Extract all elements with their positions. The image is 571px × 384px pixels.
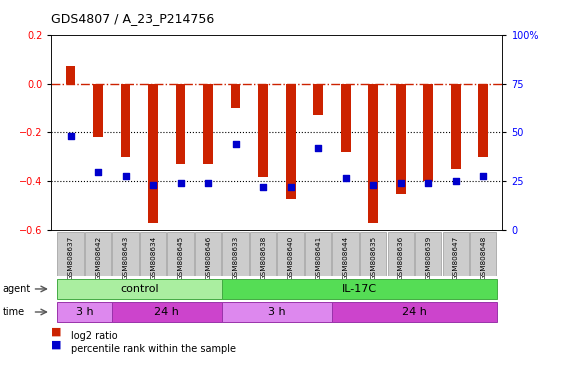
FancyBboxPatch shape	[140, 232, 166, 276]
Point	[259, 184, 268, 190]
Text: 3 h: 3 h	[268, 307, 286, 317]
FancyBboxPatch shape	[415, 232, 441, 276]
Bar	[93, 84, 103, 137]
Point	[451, 178, 460, 185]
FancyBboxPatch shape	[223, 232, 249, 276]
Text: GSM808645: GSM808645	[178, 235, 184, 280]
Bar	[231, 84, 240, 108]
Bar	[286, 84, 296, 199]
Text: GSM808640: GSM808640	[288, 235, 293, 280]
FancyBboxPatch shape	[305, 232, 331, 276]
Bar	[478, 84, 488, 157]
Bar	[121, 84, 130, 157]
FancyBboxPatch shape	[470, 232, 496, 276]
Text: GSM808647: GSM808647	[453, 235, 459, 280]
Text: ■: ■	[51, 339, 62, 349]
Text: GSM808636: GSM808636	[398, 235, 404, 280]
Point	[286, 184, 295, 190]
Bar	[332, 302, 497, 322]
Point	[148, 182, 158, 189]
Text: time: time	[3, 307, 25, 317]
Point	[121, 172, 130, 179]
Bar	[396, 84, 405, 194]
Bar	[148, 84, 158, 223]
Text: GSM808646: GSM808646	[205, 235, 211, 280]
Text: GSM808637: GSM808637	[67, 235, 74, 280]
Text: control: control	[120, 284, 159, 294]
Point	[204, 180, 213, 187]
Text: GSM808634: GSM808634	[150, 235, 156, 280]
Text: GDS4807 / A_23_P214756: GDS4807 / A_23_P214756	[51, 12, 215, 25]
Bar	[368, 84, 378, 223]
FancyBboxPatch shape	[278, 232, 304, 276]
Point	[341, 174, 350, 180]
FancyBboxPatch shape	[443, 232, 469, 276]
Bar	[313, 84, 323, 115]
Text: GSM808648: GSM808648	[480, 235, 486, 280]
FancyBboxPatch shape	[360, 232, 387, 276]
FancyBboxPatch shape	[167, 232, 194, 276]
Bar	[66, 66, 75, 84]
Text: GSM808643: GSM808643	[123, 235, 128, 280]
Text: percentile rank within the sample: percentile rank within the sample	[71, 344, 236, 354]
Bar	[222, 279, 497, 299]
Text: GSM808644: GSM808644	[343, 235, 349, 280]
Point	[66, 133, 75, 139]
Bar	[258, 84, 268, 177]
FancyBboxPatch shape	[85, 232, 111, 276]
Text: GSM808635: GSM808635	[370, 235, 376, 280]
Text: agent: agent	[3, 284, 31, 294]
Point	[231, 141, 240, 147]
Text: log2 ratio: log2 ratio	[71, 331, 118, 341]
FancyBboxPatch shape	[332, 232, 359, 276]
Bar	[112, 302, 222, 322]
Text: 3 h: 3 h	[75, 307, 93, 317]
FancyBboxPatch shape	[58, 232, 84, 276]
Bar	[203, 84, 213, 164]
FancyBboxPatch shape	[388, 232, 414, 276]
Point	[424, 180, 433, 187]
Text: GSM808639: GSM808639	[425, 235, 431, 280]
Bar	[222, 302, 332, 322]
Text: IL-17C: IL-17C	[342, 284, 377, 294]
FancyBboxPatch shape	[195, 232, 222, 276]
Text: GSM808633: GSM808633	[232, 235, 239, 280]
Bar	[57, 302, 112, 322]
Point	[176, 180, 185, 187]
Text: GSM808642: GSM808642	[95, 235, 101, 280]
FancyBboxPatch shape	[112, 232, 139, 276]
Point	[369, 182, 378, 189]
Point	[313, 145, 323, 151]
Text: 24 h: 24 h	[402, 307, 427, 317]
Bar	[341, 84, 351, 152]
Bar	[57, 279, 222, 299]
Text: GSM808641: GSM808641	[315, 235, 321, 280]
Text: 24 h: 24 h	[155, 307, 179, 317]
Point	[396, 180, 405, 187]
Bar	[424, 84, 433, 182]
Bar	[176, 84, 186, 164]
Point	[478, 172, 488, 179]
FancyBboxPatch shape	[250, 232, 276, 276]
Text: GSM808638: GSM808638	[260, 235, 266, 280]
Bar	[451, 84, 461, 169]
Point	[94, 169, 103, 175]
Text: ■: ■	[51, 327, 62, 337]
